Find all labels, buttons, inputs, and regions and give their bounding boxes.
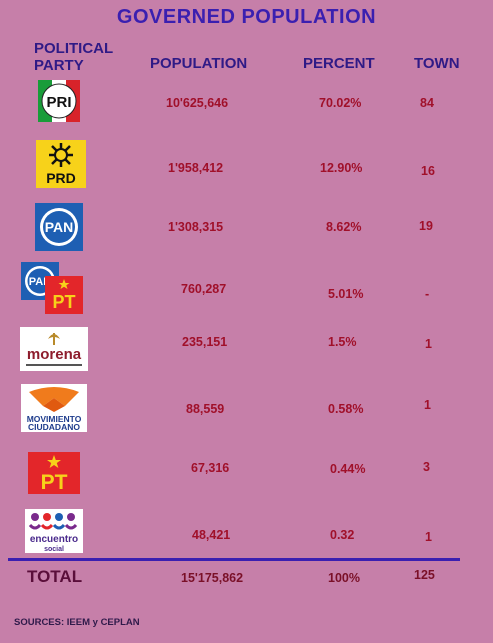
population-cell: 1'308,315 — [168, 220, 224, 234]
town-cell: 19 — [419, 219, 433, 233]
pan-pt-logo: PAN PT — [21, 262, 83, 314]
total-divider — [8, 558, 460, 561]
percent-cell: 5.01% — [328, 287, 364, 301]
town-cell: 1 — [424, 398, 431, 412]
population-cell: 67,316 — [191, 461, 230, 475]
percent-cell: 1.5% — [328, 335, 357, 349]
movimiento-ciudadano-logo: MOVIMIENTO CIUDADANO — [21, 384, 87, 432]
total-percent: 100% — [328, 571, 360, 585]
total-label: TOTAL — [27, 567, 83, 586]
population-cell: 1'958,412 — [168, 161, 224, 175]
svg-text:CIUDADANO: CIUDADANO — [28, 422, 80, 432]
svg-text:PRI: PRI — [46, 94, 71, 111]
percent-cell: 0.44% — [330, 462, 366, 476]
header-party-line1: POLITICAL — [34, 40, 114, 57]
header-population: POPULATION — [150, 55, 248, 72]
header-party-line2: PARTY — [34, 57, 84, 74]
prd-logo: PRD — [36, 140, 86, 188]
svg-text:PRD: PRD — [46, 170, 76, 186]
total-town: 125 — [414, 568, 435, 582]
morena-logo: morena — [20, 327, 88, 371]
source-note: SOURCES: IEEM y CEPLAN — [14, 617, 140, 628]
page-title: GOVERNED POPULATION — [116, 6, 377, 28]
total-population: 15'175,862 — [181, 571, 244, 585]
population-cell: 48,421 — [192, 528, 231, 542]
pt-logo: PT — [28, 452, 80, 494]
svg-text:PAN: PAN — [45, 219, 74, 235]
town-cell: 3 — [423, 460, 430, 474]
percent-cell: 70.02% — [319, 96, 362, 110]
pri-logo: PRI — [38, 80, 80, 122]
percent-cell: 12.90% — [320, 161, 363, 175]
header-political-party: POLITICAL PARTY — [34, 40, 113, 74]
svg-text:encuentro: encuentro — [30, 534, 78, 545]
town-cell: - — [425, 287, 430, 301]
percent-cell: 0.58% — [328, 402, 364, 416]
population-cell: 760,287 — [181, 282, 227, 296]
population-cell: 235,151 — [182, 335, 228, 349]
svg-text:social: social — [44, 546, 64, 553]
pan-logo: PAN — [35, 203, 83, 251]
header-town: TOWN — [414, 55, 460, 72]
svg-text:PT: PT — [52, 292, 75, 312]
svg-text:PT: PT — [41, 471, 68, 494]
town-cell: 1 — [425, 530, 432, 544]
town-cell: 1 — [425, 337, 432, 351]
header-percent: PERCENT — [303, 55, 375, 72]
town-cell: 16 — [421, 164, 435, 178]
percent-cell: 0.32 — [330, 528, 355, 542]
population-cell: 10'625,646 — [166, 96, 229, 110]
svg-text:MOVIMIENTO: MOVIMIENTO — [27, 414, 82, 424]
percent-cell: 8.62% — [326, 220, 362, 234]
svg-text:morena: morena — [27, 346, 82, 363]
town-cell: 84 — [420, 96, 434, 110]
population-cell: 88,559 — [186, 402, 225, 416]
encuentro-social-logo: encuentro social — [25, 509, 83, 553]
